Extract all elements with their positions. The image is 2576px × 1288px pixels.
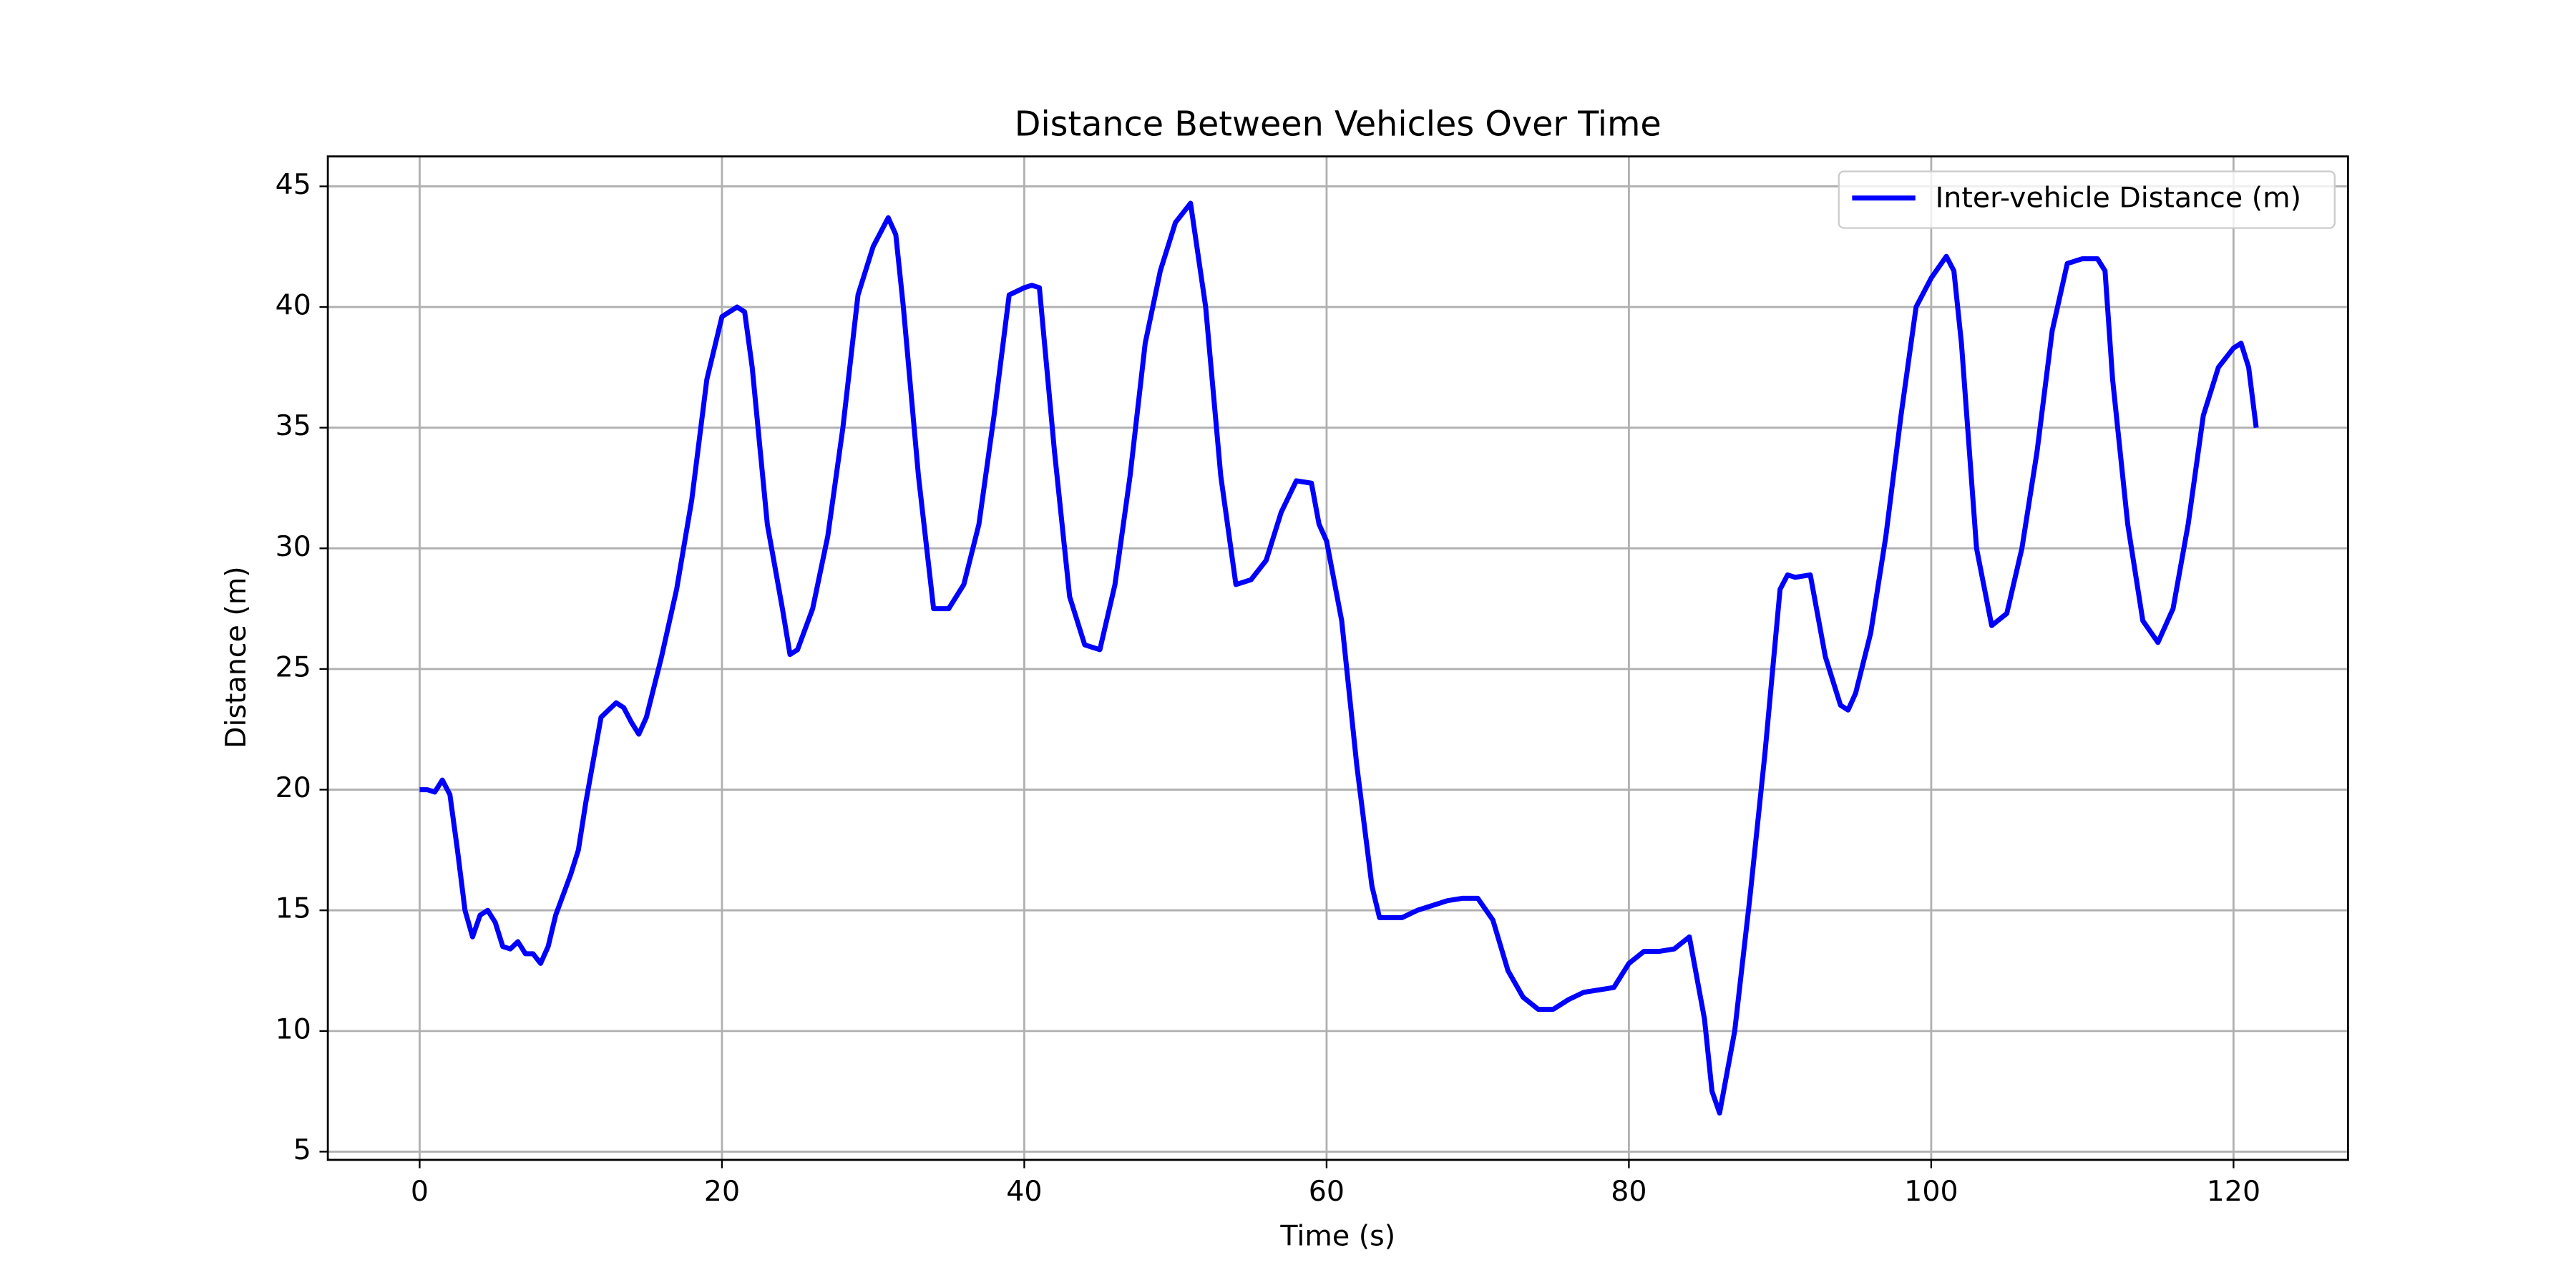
x-tick-label: 20 [704, 1175, 740, 1208]
y-tick-label: 35 [275, 409, 311, 442]
y-tick-label: 20 [275, 771, 311, 804]
chart-title: Distance Between Vehicles Over Time [1015, 105, 1662, 145]
y-tick-label: 45 [275, 168, 311, 201]
legend-label: Inter-vehicle Distance (m) [1936, 182, 2301, 215]
x-tick-label: 40 [1006, 1175, 1042, 1208]
y-tick-label: 10 [275, 1013, 311, 1045]
legend-box [1838, 170, 2336, 229]
y-axis-label: Distance (m) [220, 566, 253, 748]
x-axis-label: Time (s) [1279, 1220, 1395, 1253]
y-tick-label: 5 [293, 1133, 311, 1166]
y-tick-label: 30 [275, 530, 311, 563]
x-tick-label: 120 [2207, 1175, 2260, 1208]
x-tick-label: 80 [1611, 1175, 1646, 1208]
y-tick-label: 15 [275, 892, 311, 925]
x-tick-label: 0 [411, 1175, 429, 1208]
x-tick-label: 100 [1904, 1175, 1958, 1208]
y-tick-label: 25 [275, 650, 311, 683]
plot-frame [326, 155, 2349, 1161]
data-line [419, 200, 2259, 1116]
x-tick-label: 60 [1309, 1175, 1345, 1208]
y-tick-label: 40 [275, 289, 311, 322]
